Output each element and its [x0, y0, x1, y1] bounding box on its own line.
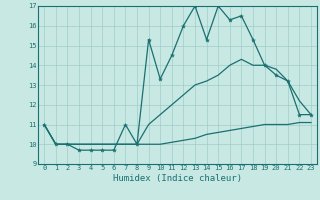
- X-axis label: Humidex (Indice chaleur): Humidex (Indice chaleur): [113, 174, 242, 183]
